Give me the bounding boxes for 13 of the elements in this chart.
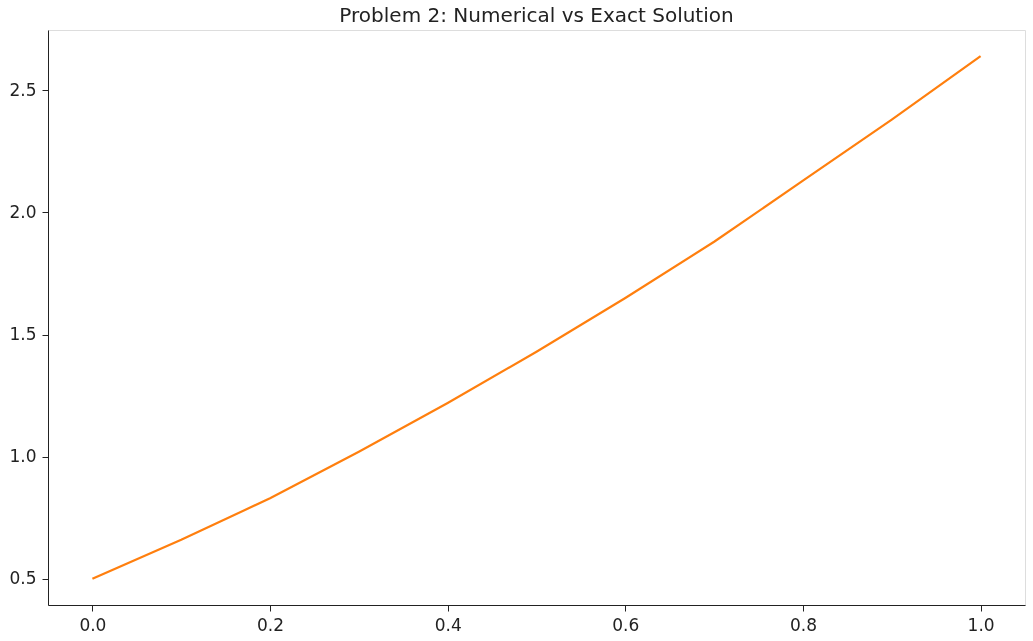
chart-title: Problem 2: Numerical vs Exact Solution: [339, 3, 734, 27]
x-tick-label: 0.2: [257, 614, 285, 635]
y-tick-label: 0.5: [9, 568, 37, 589]
line-series: [91, 55, 982, 580]
y-tick-label: 2.0: [9, 201, 37, 222]
x-tick-label: 0.6: [612, 614, 640, 635]
x-tick-label: 1.0: [967, 614, 995, 635]
x-tick-label: 0.0: [79, 614, 107, 635]
y-tick-label: 1.5: [9, 324, 37, 345]
y-tick-label: 1.0: [9, 446, 37, 467]
y-tick-label: 2.5: [9, 79, 37, 100]
x-tick-label: 0.8: [789, 614, 817, 635]
x-tick-label: 0.4: [434, 614, 462, 635]
